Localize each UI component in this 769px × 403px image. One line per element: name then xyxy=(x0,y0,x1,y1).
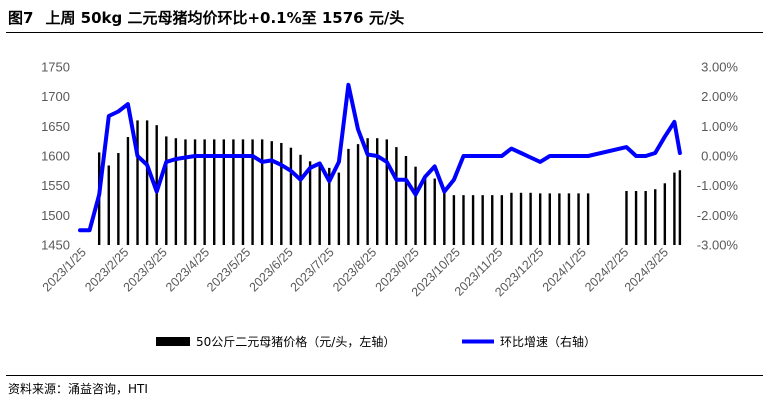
price-bar xyxy=(241,139,245,245)
right-axis-tick-label: 1.00% xyxy=(701,119,738,134)
x-axis-tick-label: 2023/7/25 xyxy=(288,245,337,294)
right-axis-tick-label: 0.00% xyxy=(701,149,738,164)
right-axis-tick-label: 2.00% xyxy=(701,89,738,104)
price-bar xyxy=(663,183,667,245)
left-axis-tick-label: 1600 xyxy=(41,149,70,164)
price-bar xyxy=(577,193,580,245)
left-axis-tick-label: 1750 xyxy=(41,60,70,75)
legend-bar-swatch xyxy=(156,337,190,346)
price-bar xyxy=(165,136,168,245)
price-bar xyxy=(500,195,504,245)
growth-rate-line xyxy=(78,82,682,233)
price-bar xyxy=(558,193,561,245)
price-bar xyxy=(117,153,120,245)
price-bar xyxy=(222,139,226,245)
price-bar xyxy=(280,142,283,245)
left-axis-tick-label: 1700 xyxy=(41,89,70,104)
price-bar xyxy=(548,193,551,245)
price-bar xyxy=(433,178,436,245)
price-bar xyxy=(634,191,638,245)
source-divider xyxy=(6,375,763,376)
price-bar xyxy=(510,192,513,245)
price-bar xyxy=(452,195,456,245)
right-axis-tick-label: -3.00% xyxy=(697,238,739,253)
left-axis-tick-label: 1650 xyxy=(41,119,70,134)
source-note: 资料来源：涌益咨询，HTI xyxy=(8,382,148,396)
left-axis-tick-label: 1450 xyxy=(41,238,70,253)
right-axis-ticks: -3.00% -2.00% -1.00% 0.00% 1.00% 2.00% 3.00% xyxy=(697,60,739,253)
price-bar xyxy=(347,148,350,245)
price-bar xyxy=(567,193,571,245)
figure-title-text: 上周 50kg 二元母猪均价环比+0.1%至 1576 元/头 xyxy=(45,9,405,27)
price-bar xyxy=(519,192,523,245)
price-bar xyxy=(385,139,388,245)
x-axis-tick-label: 2024/1/25 xyxy=(540,245,589,294)
left-axis-ticks: 1450 1500 1550 1600 1650 1700 1750 xyxy=(41,60,70,253)
x-axis-tick-label: 2023/1/25 xyxy=(40,245,89,294)
price-bar xyxy=(174,138,178,245)
price-bar xyxy=(213,139,216,245)
right-axis-tick-label: -1.00% xyxy=(697,178,739,193)
x-axis-tick-label: 2024/3/25 xyxy=(622,245,671,294)
price-bar xyxy=(481,195,484,245)
left-axis-tick-label: 1550 xyxy=(41,178,70,193)
left-axis-tick-label: 1500 xyxy=(41,208,70,223)
price-bar xyxy=(491,195,494,245)
legend: 50公斤二元母猪价格（元/头，左轴） 环比增速（右轴） xyxy=(156,334,596,349)
price-bar xyxy=(404,156,408,245)
price-bar xyxy=(184,139,187,245)
figure-number: 图7 xyxy=(8,9,34,27)
price-bar xyxy=(395,147,398,245)
price-bar xyxy=(308,161,312,245)
price-bar xyxy=(289,147,293,245)
figure-title: 图7 上周 50kg 二元母猪均价环比+0.1%至 1576 元/头 xyxy=(8,6,763,30)
price-bar xyxy=(414,166,417,245)
price-bar xyxy=(644,191,647,245)
x-axis-tick-label: 2023/4/25 xyxy=(163,245,212,294)
x-axis-ticks: 2023/1/252023/2/252023/3/252023/4/252023… xyxy=(40,245,671,299)
price-bars xyxy=(97,120,682,245)
price-bar xyxy=(673,172,676,245)
price-bar xyxy=(136,120,139,245)
legend-line-label: 环比增速（右轴） xyxy=(500,334,596,349)
price-bar xyxy=(145,120,149,245)
price-bar xyxy=(443,188,446,245)
price-bar xyxy=(260,139,264,245)
chart: 1450 1500 1550 1600 1650 1700 1750 -3.00% -2.00… xyxy=(40,60,739,350)
x-axis-tick-label: 2023/8/25 xyxy=(330,245,379,294)
price-bar xyxy=(232,139,235,245)
right-axis-tick-label: -2.00% xyxy=(697,208,739,223)
price-bar xyxy=(625,191,628,245)
price-bar xyxy=(107,165,110,245)
price-bar xyxy=(654,189,657,245)
price-bar xyxy=(193,139,197,245)
price-bar xyxy=(376,138,379,245)
price-bar xyxy=(251,139,254,245)
x-axis-tick-label: 2023/5/25 xyxy=(204,245,253,294)
price-bar xyxy=(356,144,360,245)
price-bar xyxy=(270,141,273,245)
title-divider xyxy=(6,32,763,33)
price-bar xyxy=(299,154,302,245)
price-bar xyxy=(678,170,682,245)
price-bar xyxy=(318,164,321,245)
right-axis-tick-label: 3.00% xyxy=(701,60,738,75)
price-bar xyxy=(203,139,206,245)
legend-bar-label: 50公斤二元母猪价格（元/头，左轴） xyxy=(196,334,395,349)
price-bar xyxy=(366,138,369,245)
price-bar xyxy=(462,195,465,245)
price-bar xyxy=(155,125,158,245)
price-bar xyxy=(529,192,532,245)
x-axis-tick-label: 2023/6/25 xyxy=(247,245,296,294)
price-bar xyxy=(126,137,130,245)
price-bar xyxy=(586,193,590,245)
price-bar xyxy=(337,172,341,245)
price-bar xyxy=(328,167,331,245)
price-bar xyxy=(471,195,475,245)
price-bar xyxy=(538,193,542,245)
price-bar xyxy=(423,174,427,245)
